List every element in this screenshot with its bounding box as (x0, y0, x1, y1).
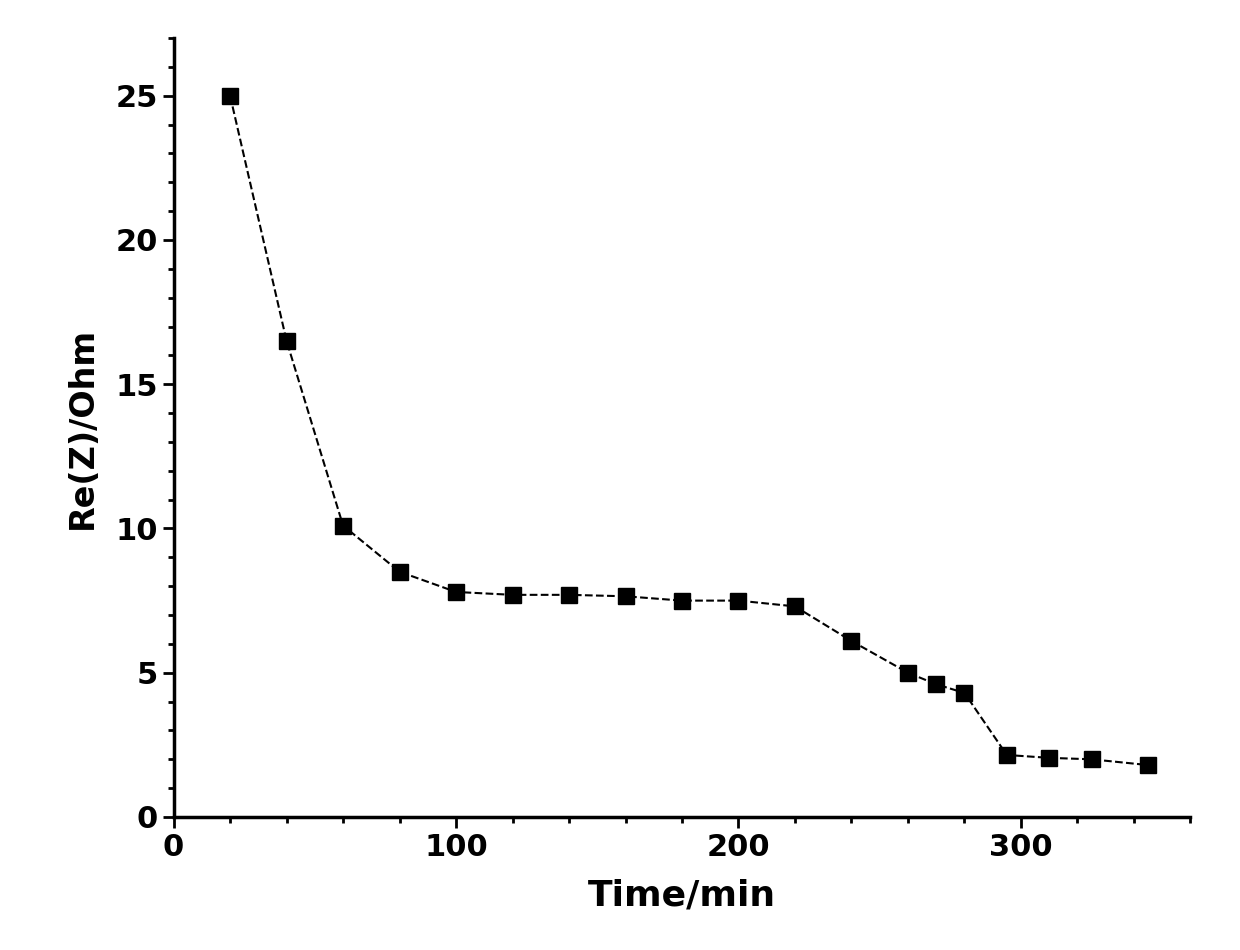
X-axis label: Time/min: Time/min (588, 879, 776, 913)
Y-axis label: Re(Z)/Ohm: Re(Z)/Ohm (66, 327, 98, 528)
